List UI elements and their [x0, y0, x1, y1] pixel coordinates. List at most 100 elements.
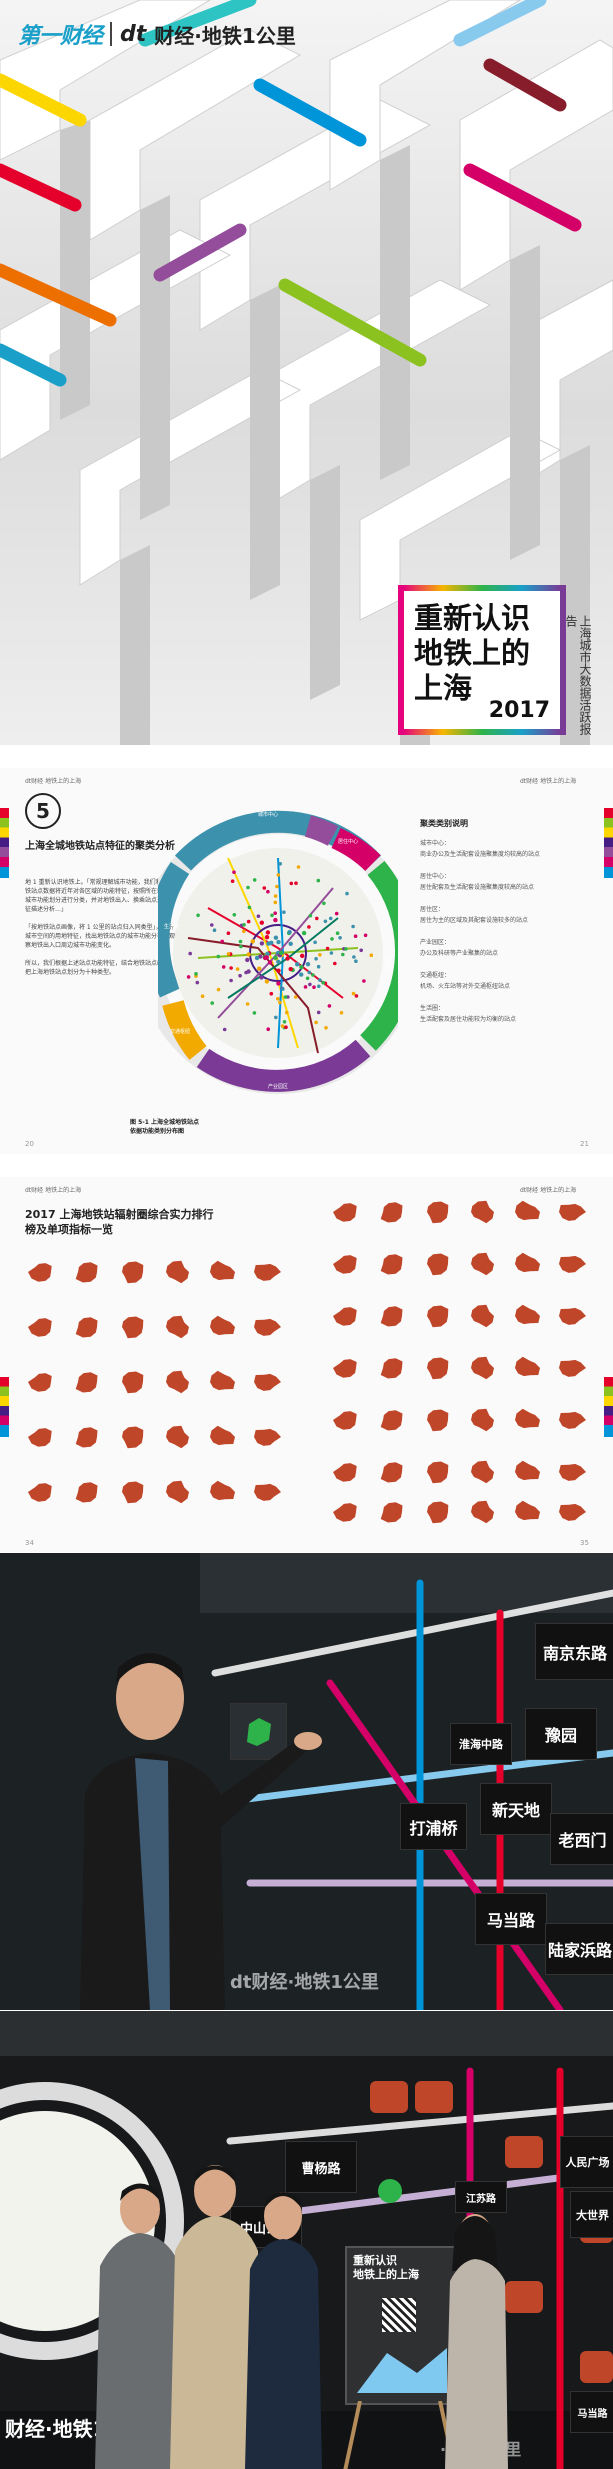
- station-sign-madang-road-2: 马当路: [570, 2391, 613, 2433]
- station-sign-lujiabang-road: 陆家浜路: [545, 1923, 613, 1975]
- station-dot: [315, 916, 319, 921]
- line-bar-darkred: [483, 58, 567, 112]
- station-blob: [70, 1367, 104, 1397]
- station-dot: [316, 1010, 321, 1015]
- station-blob: [465, 1353, 499, 1383]
- station-dot: [282, 1020, 287, 1024]
- station-dot: [307, 925, 311, 929]
- station-dot: [305, 976, 310, 981]
- station-dot: [195, 980, 200, 985]
- station-sign-nanjing-east: 南京东路: [535, 1623, 613, 1680]
- line-bar-cyan: [138, 0, 257, 47]
- station-blob: [555, 1497, 589, 1527]
- section-title: 上海全城地铁站点特征的聚类分析: [25, 841, 175, 852]
- station-dot: [259, 975, 264, 980]
- station-blob: [465, 1457, 499, 1487]
- ring-label-living-circle: 生活圈: [164, 923, 179, 930]
- station-dot: [273, 935, 279, 940]
- line-bar-yellow: [0, 73, 87, 127]
- station-dot: [330, 937, 334, 941]
- station-dot: [278, 862, 282, 866]
- station-sign-caoyang-road: 曹杨路: [285, 2141, 357, 2193]
- station-blob: [465, 1405, 499, 1435]
- report-cover: 第一财经 dt 财经·地铁1公里 重新认识 地铁上的 上海 2017 上海城市大…: [0, 0, 613, 745]
- station-dot: [287, 929, 292, 935]
- page-header-left: dt财经 地铁上的上海: [25, 1187, 82, 1194]
- page-color-tab-right: [604, 1377, 613, 1437]
- metro-map-tile: [230, 1703, 287, 1760]
- station-dot: [268, 960, 273, 965]
- station-dot: [216, 954, 221, 959]
- station-dot: [226, 952, 231, 956]
- station-dot: [266, 1027, 270, 1031]
- exhibition-photo-group: 曹杨路 中山公园 江苏路 人民广场 大世界 马当路 重新认识 地铁上的上海 财经…: [0, 2011, 613, 2469]
- page-color-tab-right: [604, 808, 613, 878]
- legend-title: 聚类类别说明: [420, 819, 468, 828]
- station-dot: [327, 1004, 332, 1008]
- station-dot: [265, 951, 270, 956]
- station-dot: [333, 961, 337, 966]
- station-blob: [115, 1367, 149, 1397]
- station-dot: [317, 984, 321, 989]
- station-blob: [375, 1405, 409, 1435]
- station-blob: [330, 1249, 364, 1279]
- station-sign-dapuqiao: 打浦桥: [400, 1803, 467, 1850]
- page-header-left: dt财经 地铁上的上海: [25, 778, 82, 785]
- presenter-person: [80, 1653, 322, 2010]
- station-blob: [420, 1457, 454, 1487]
- station-blob: [205, 1312, 239, 1342]
- station-dot: [257, 966, 262, 971]
- station-blob: [510, 1197, 544, 1227]
- station-dot: [226, 931, 231, 935]
- station-dot: [296, 865, 301, 869]
- station-dot: [314, 1020, 318, 1025]
- station-dot: [235, 967, 240, 971]
- cover-subtitle: 上海城市大数据活跃报告: [564, 615, 592, 735]
- person-1: [95, 2183, 185, 2469]
- station-dot: [351, 924, 355, 929]
- station-blob: [510, 1353, 544, 1383]
- station-dot: [230, 879, 235, 883]
- station-dot: [316, 878, 321, 883]
- ring-segment-teal-left: [158, 861, 190, 998]
- station-dot: [265, 930, 271, 935]
- station-dot: [284, 1025, 288, 1029]
- station-dot: [282, 910, 286, 914]
- ring-label-transport-hub: 交通枢纽: [170, 1028, 190, 1035]
- station-dot: [229, 966, 233, 970]
- station-blob: [205, 1367, 239, 1397]
- station-dot: [264, 935, 270, 940]
- station-blob: [555, 1405, 589, 1435]
- station-blob: [250, 1312, 284, 1342]
- station-dot: [270, 913, 274, 918]
- station-sign-huaihai-road: 淮海中路: [450, 1723, 512, 1765]
- logo-divider: [110, 22, 113, 46]
- page-color-tab-left: [0, 1377, 9, 1437]
- station-dot: [252, 878, 257, 882]
- station-blob: [420, 1497, 454, 1527]
- station-blob: [420, 1353, 454, 1383]
- station-dot: [300, 953, 305, 958]
- station-dot: [299, 964, 304, 970]
- station-dot: [196, 913, 200, 918]
- station-dot: [321, 980, 325, 985]
- page-header-right: dt财经 地铁上的上海: [520, 1187, 577, 1194]
- station-blob: [330, 1353, 364, 1383]
- ring-segment-purple-top: [304, 815, 339, 846]
- dt-logo: dt: [120, 21, 147, 47]
- station-dot: [222, 1027, 227, 1032]
- line-bar-purple: [153, 223, 247, 282]
- station-blob: [375, 1197, 409, 1227]
- station-dot: [314, 957, 318, 961]
- publisher-logo: 第一财经 dt 财经·地铁1公里: [18, 18, 296, 50]
- page-header-right: dt财经 地铁上的上海: [520, 778, 577, 785]
- metro-1km-logo: 财经·地铁1公里: [154, 23, 296, 48]
- ring-label-residential: 居住区: [384, 958, 391, 973]
- station-dots: [186, 862, 374, 1032]
- ring-segment-green: [360, 860, 398, 1051]
- station-sign-peoples-square: 人民广场: [560, 2136, 613, 2188]
- cover-year: 2017: [488, 698, 550, 723]
- station-sign-laoximen: 老西门: [550, 1813, 613, 1865]
- station-dot: [354, 959, 358, 963]
- station-dot: [244, 970, 248, 975]
